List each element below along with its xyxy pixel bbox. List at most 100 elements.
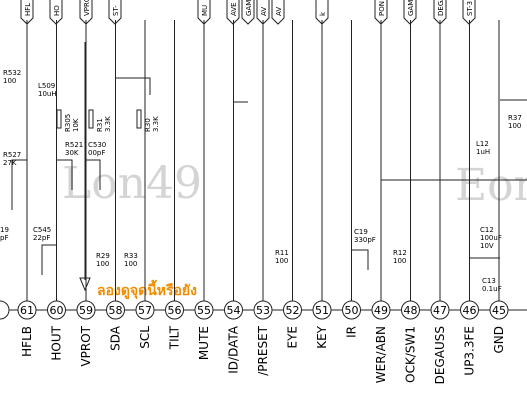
pin-label: HOUT: [50, 325, 64, 360]
tag: [462, 0, 476, 25]
component-label: 19: [0, 226, 9, 234]
component-label: R532: [3, 69, 21, 77]
component-label: R33: [124, 252, 138, 260]
top-label: AV: [275, 7, 283, 16]
pin-number: 50: [345, 304, 359, 317]
pin-number: 60: [50, 304, 64, 317]
pin-number: 51: [315, 304, 329, 317]
pin-label: HFLB: [20, 326, 34, 357]
pin-number: 55: [197, 304, 211, 317]
tag: [241, 0, 255, 25]
pin-label: GND: [492, 326, 506, 354]
component-label: 100: [275, 257, 288, 265]
component-label: 1uH: [476, 148, 490, 156]
pin-label: EYE: [286, 326, 300, 349]
component-label: R31: [96, 118, 104, 132]
component-label: C12: [480, 226, 494, 234]
component-label: R521: [65, 141, 83, 149]
component-label: 100: [3, 77, 16, 85]
pin-number: 48: [404, 304, 418, 317]
top-label: k: [319, 11, 327, 16]
tag: [403, 0, 417, 25]
pin-number: 57: [138, 304, 152, 317]
component-label: 10V: [480, 242, 494, 250]
tag: [49, 0, 63, 25]
pin-circle: [401, 300, 420, 320]
pin-number: 52: [286, 304, 300, 317]
component-label: C13: [482, 277, 496, 285]
component-label: 0.1uF: [482, 285, 502, 293]
pin-circle: [342, 300, 361, 320]
pin-number: 47: [433, 304, 447, 317]
top-label: ST-: [112, 5, 120, 16]
component-label: 22pF: [33, 234, 50, 242]
top-label: AV: [260, 7, 268, 16]
wire: [41, 244, 56, 275]
component-label: 27K: [3, 159, 17, 167]
top-label: HFL: [24, 3, 32, 16]
tag: [197, 0, 211, 25]
wire: [86, 159, 101, 190]
pin-label: VPROT: [79, 325, 93, 366]
pin-number: 54: [227, 304, 241, 317]
pin-number: 56: [168, 304, 182, 317]
top-label: ST-3: [466, 1, 474, 16]
tag: [271, 0, 285, 25]
pin-label: SCL: [138, 326, 152, 349]
pin-circle: [47, 300, 66, 320]
component-label: R11: [275, 249, 289, 257]
wire: [115, 77, 151, 95]
tag: [256, 0, 270, 25]
tag: [374, 0, 388, 25]
pin-circle: [283, 300, 302, 320]
component-label: 3.3K: [104, 116, 112, 132]
tag: [315, 0, 329, 25]
pin-label: MUTE: [197, 326, 211, 360]
top-label: GAME_C: [407, 0, 415, 16]
component-label: pF: [0, 234, 8, 242]
pin-label: TILT: [168, 325, 182, 350]
pin-number: 61: [20, 304, 34, 317]
component-label: 100: [124, 260, 137, 268]
top-label: PON: [378, 1, 386, 16]
pin-circle: [135, 300, 155, 320]
tag: [20, 0, 34, 25]
component-label: 00pF: [88, 149, 105, 157]
pin-label: SDA: [109, 325, 123, 351]
component-label: 100: [508, 122, 521, 130]
pin-circle: [0, 300, 10, 320]
top-label: AVE: [230, 2, 238, 16]
component-label: R37: [508, 114, 522, 122]
pin-number: 46: [463, 304, 477, 317]
component-label: R29: [96, 252, 110, 260]
component-label: 100: [96, 260, 109, 268]
pin-label: OCK/SW1: [404, 326, 418, 383]
pin-number: 59: [79, 304, 93, 317]
tag: [433, 0, 447, 25]
pin-number: 45: [492, 304, 506, 317]
pin-number: 58: [109, 304, 123, 317]
top-label: VPROT: [83, 0, 91, 16]
component-label: 30K: [65, 149, 79, 157]
top-label: DEGA: [437, 0, 445, 16]
pin-label: UP3.3FE: [463, 326, 477, 376]
pin-number: 53: [256, 304, 270, 317]
pin-circle: [194, 300, 214, 320]
pin-circle: [430, 300, 450, 320]
top-label: GAME_: [245, 0, 253, 16]
tag: [108, 0, 122, 25]
pin-label: IR: [345, 326, 359, 338]
wire: [11, 159, 27, 210]
component-label: 100uF: [480, 234, 502, 242]
tag: [79, 0, 93, 25]
pin-circle: [489, 300, 509, 320]
top-label: HO: [53, 5, 61, 16]
component-body: [56, 109, 62, 129]
pin-label: KEY: [315, 325, 329, 348]
pin-number: 49: [374, 304, 388, 317]
pin-circle: [253, 300, 273, 320]
annotation: ลองดูจุดนี้หรือยัง: [97, 279, 197, 299]
wire: [351, 249, 369, 270]
component-label: 10K: [72, 118, 80, 132]
